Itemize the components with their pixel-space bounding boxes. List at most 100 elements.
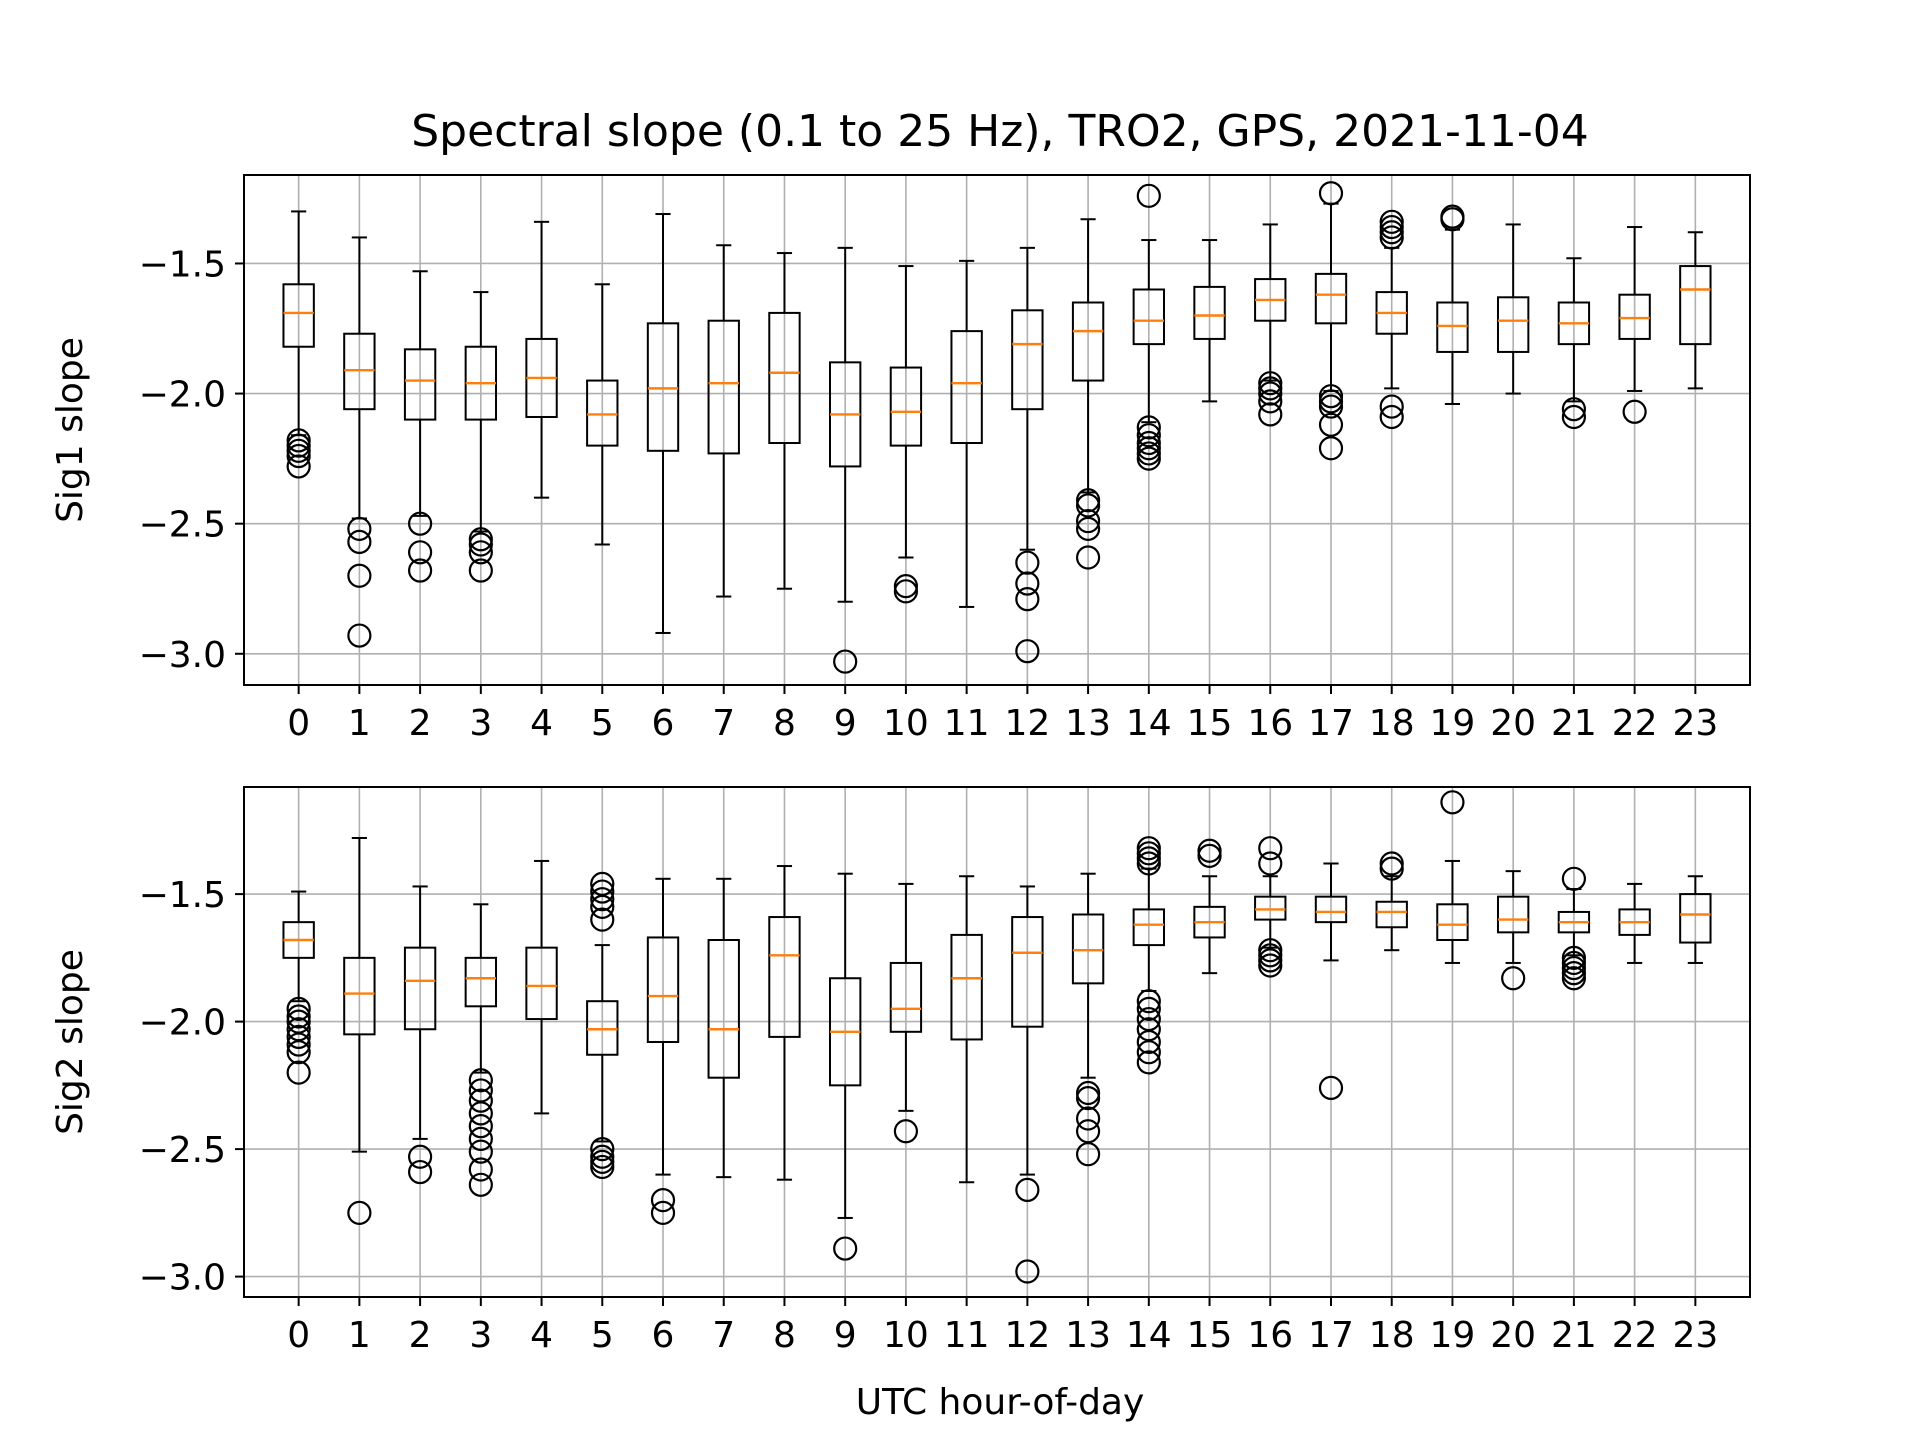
flier-point (1075, 493, 1101, 518)
box-iqr (1496, 296, 1530, 353)
box-hour-8 (768, 865, 801, 1181)
flier-point (1075, 545, 1101, 570)
flier-point (1258, 376, 1283, 401)
x-tick-label: 18 (1369, 1315, 1415, 1356)
box-hour-21 (1557, 257, 1591, 430)
flier-point (590, 879, 615, 904)
flier-point (1561, 961, 1586, 986)
box-iqr (1132, 288, 1165, 346)
flier-point (347, 563, 372, 588)
flier-point (1379, 856, 1404, 881)
box-hour-15 (1193, 838, 1226, 975)
flier-point (347, 516, 372, 541)
x-tick-label: 6 (652, 1315, 675, 1356)
box-iqr (1071, 913, 1105, 985)
y-tick-label: −3.0 (139, 1258, 226, 1299)
x-tick-label: 1 (348, 703, 371, 744)
flier-point (468, 1157, 493, 1182)
flier-point (1258, 836, 1283, 861)
axes-frame (243, 786, 1751, 1298)
box-iqr (1496, 895, 1530, 934)
flier-point (590, 894, 615, 919)
flier-point (1075, 516, 1101, 541)
box-iqr (1618, 293, 1651, 340)
box-iqr (950, 330, 983, 445)
flier-point (1561, 966, 1586, 991)
box-hour-0 (282, 210, 315, 479)
flier-point (833, 649, 858, 674)
flier-point (1136, 1040, 1161, 1065)
box-iqr (1679, 893, 1712, 944)
flier-point (1258, 938, 1283, 963)
box-hour-2 (403, 885, 437, 1185)
flier-point (1318, 412, 1344, 437)
flier-point (1136, 446, 1161, 471)
flier-point (1015, 550, 1040, 575)
flier-point (468, 558, 493, 583)
flier-point (590, 887, 615, 912)
box-hour-10 (889, 265, 923, 604)
flier-point (590, 907, 615, 932)
x-tick-label: 10 (883, 703, 929, 744)
box-hour-16 (1254, 836, 1287, 978)
x-tick-label: 8 (773, 703, 796, 744)
flier-point (1258, 381, 1283, 406)
flier-point (1136, 1050, 1161, 1075)
flier-point (468, 540, 493, 565)
box-hour-23 (1679, 231, 1712, 390)
flier-point (1561, 945, 1586, 970)
flier-point (1258, 389, 1283, 414)
flier-point (286, 1004, 311, 1029)
box-hour-5 (586, 283, 619, 546)
x-tick-label: 14 (1126, 703, 1172, 744)
box-iqr (403, 946, 437, 1031)
box-iqr (768, 916, 801, 1038)
box-iqr (1436, 301, 1469, 353)
x-tick-label: 22 (1612, 1315, 1658, 1356)
x-tick-label: 16 (1247, 703, 1293, 744)
box-hour-7 (707, 244, 740, 598)
flier-point (1258, 943, 1283, 968)
box-hour-17 (1314, 862, 1348, 1101)
flier-point (1136, 441, 1161, 466)
flier-point (1136, 430, 1161, 456)
x-tick-label: 10 (883, 1315, 929, 1356)
flier-point (286, 1060, 311, 1085)
flier-point (286, 1040, 311, 1065)
flier-point (1258, 402, 1283, 427)
box-hour-9 (829, 246, 862, 674)
flier-point (1561, 955, 1586, 981)
flier-point (1136, 183, 1161, 208)
box-hour-1 (343, 837, 376, 1225)
box-hour-6 (646, 213, 680, 634)
flier-point (408, 1144, 433, 1169)
box-iqr (1254, 895, 1287, 921)
x-tick-label: 11 (944, 1315, 990, 1356)
flier-point (286, 1024, 311, 1050)
box-iqr (1375, 900, 1408, 929)
box-hour-12 (1011, 246, 1044, 664)
flier-point (1015, 587, 1040, 612)
chart-title: Spectral slope (0.1 to 25 Hz), TRO2, GPS… (411, 106, 1589, 157)
x-tick-label: 0 (287, 1315, 310, 1356)
y-tick-label: −2.5 (139, 1130, 226, 1171)
flier-point (1379, 225, 1404, 250)
x-tick-label: 2 (409, 1315, 432, 1356)
x-tick-label: 0 (287, 703, 310, 744)
box-hour-23 (1679, 875, 1712, 964)
box-hour-12 (1011, 885, 1044, 1284)
x-tick-label: 17 (1308, 703, 1354, 744)
flier-point (1318, 394, 1344, 419)
flier-point (1379, 394, 1404, 419)
x-tick-label: 15 (1187, 1315, 1233, 1356)
box-hour-9 (829, 872, 862, 1261)
box-iqr (1436, 903, 1469, 941)
flier-point (286, 428, 311, 453)
flier-point (1258, 953, 1283, 978)
box-iqr (889, 366, 923, 447)
box-iqr (1011, 916, 1044, 1028)
box-iqr (889, 961, 923, 1033)
flier-point (893, 1119, 919, 1144)
flier-point (1136, 836, 1161, 861)
flier-point (347, 529, 372, 554)
